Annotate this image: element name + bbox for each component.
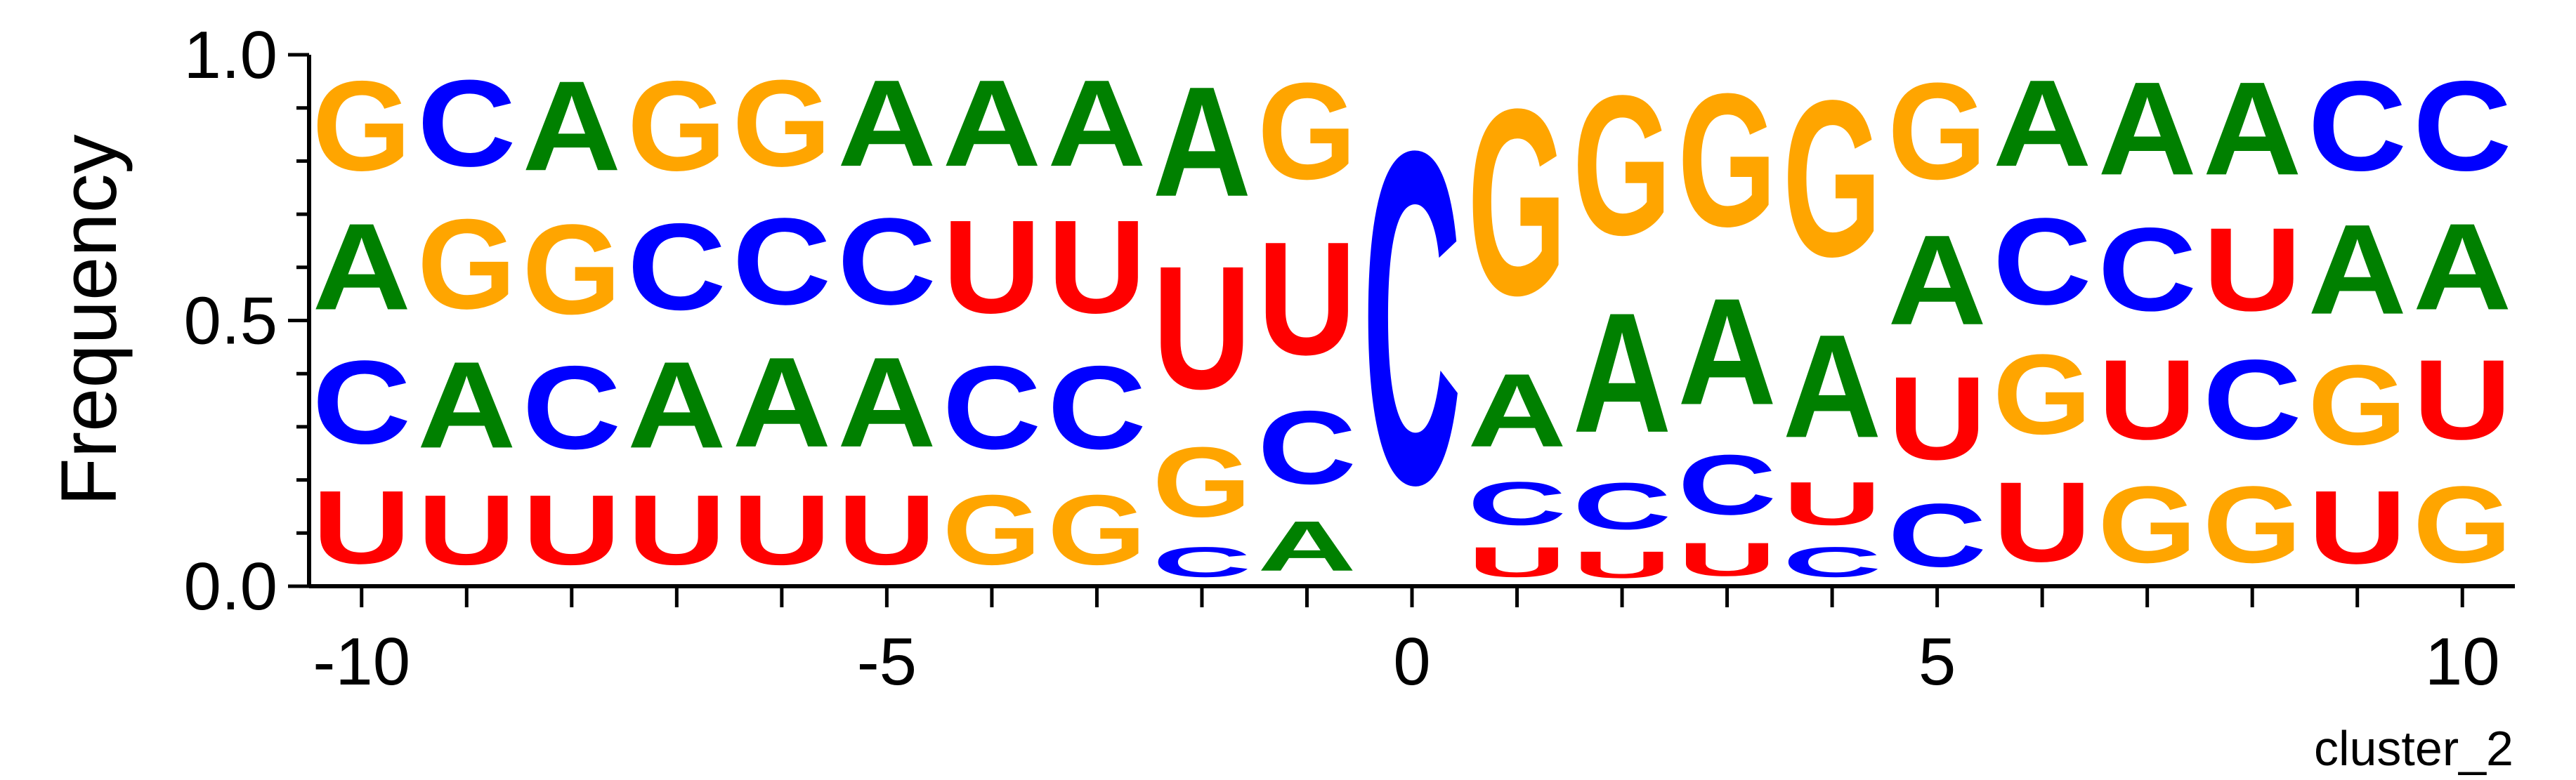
logo-letter: C <box>2308 54 2407 197</box>
logo-letter: G <box>1153 427 1252 538</box>
logo-letter: U <box>2203 203 2302 336</box>
logo-letter: C <box>627 198 726 336</box>
logo-letter: U <box>1467 538 1567 586</box>
chart-caption: cluster_2 <box>2314 721 2513 776</box>
logo-letter: A <box>627 336 726 474</box>
logo-letter: C <box>1678 437 1777 533</box>
x-tick-label: 0 <box>1393 624 1430 699</box>
logo-letter: C <box>2098 203 2197 336</box>
logo-letter: U <box>312 468 411 586</box>
logo-letter: U <box>837 475 936 586</box>
x-tick-label: -10 <box>313 624 410 699</box>
logo-letter: G <box>1783 53 1882 303</box>
logo-letter: C <box>943 341 1042 474</box>
x-tick-label: -5 <box>857 624 917 699</box>
logo-letter: A <box>1993 55 2092 192</box>
logo-letter: A <box>1257 506 1356 586</box>
logo-letter: C <box>312 336 411 468</box>
logo-letter: G <box>627 55 726 197</box>
logo-letter: A <box>1888 208 1987 351</box>
logo-letter: G <box>2098 463 2197 586</box>
logo-letter: U <box>627 475 726 586</box>
logo-letter: G <box>2308 342 2407 468</box>
logo-letter: A <box>943 55 1042 192</box>
logo-letter: G <box>943 475 1042 586</box>
logo-letter: U <box>1678 533 1777 586</box>
logo-letter: A <box>417 336 516 474</box>
logo-letter: C <box>1467 469 1567 538</box>
logo-letter: C <box>733 193 832 331</box>
logo-letter: U <box>1783 469 1882 538</box>
logo-letter: G <box>417 193 516 336</box>
logo-letter: A <box>1678 267 1777 437</box>
logo-letter: C <box>523 341 622 474</box>
logo-letter: A <box>1573 277 1672 468</box>
ticks-layer: 0.0 0.5 1.0 -10 -5 0 5 10 <box>184 18 2500 699</box>
logo-letter: U <box>2413 336 2512 463</box>
logo-letter: G <box>312 55 411 197</box>
logo-letter: A <box>837 330 936 473</box>
logo-letter: A <box>2413 198 2512 336</box>
logo-letter: G <box>733 54 832 192</box>
logo-letter: A <box>523 54 622 197</box>
logo-letter: G <box>1047 475 1146 586</box>
y-tick-label: 1.0 <box>184 18 277 93</box>
logo-letter: C <box>837 193 936 331</box>
logo-letter: G <box>1888 54 1987 208</box>
logo-letter: A <box>1153 55 1252 229</box>
logo-letter: U <box>943 192 1042 341</box>
logo-letter: A <box>312 198 411 336</box>
logo-letter: U <box>1888 352 1987 484</box>
logo-letter: G <box>1993 331 2092 458</box>
logo-letter: U <box>1257 209 1356 389</box>
logo-letter: A <box>1783 304 1882 468</box>
logo-letter: A <box>1467 352 1567 469</box>
logo-letter: C <box>1993 193 2092 331</box>
logo-letter: C <box>1257 389 1356 506</box>
logo-letter: U <box>1047 192 1146 341</box>
logo-letter: G <box>2413 463 2512 586</box>
logo-letter: C <box>1047 341 1146 474</box>
logo-letter: G <box>1678 54 1777 266</box>
y-axis-label: Frequency <box>45 134 133 505</box>
logo-letter: A <box>1047 55 1146 192</box>
logo-letter: A <box>2098 54 2197 203</box>
logo-letter: C <box>1573 469 1672 543</box>
x-tick-label: 5 <box>1918 624 1956 699</box>
logo-letter: C <box>2203 336 2302 463</box>
logo-letter: A <box>733 330 832 473</box>
logo-letter: U <box>2098 336 2197 463</box>
logo-letter: U <box>523 475 622 586</box>
logo-letter: C <box>2413 54 2512 197</box>
logo-letter: G <box>1257 54 1356 208</box>
logo-letter: C <box>1783 538 1882 586</box>
logo-letter: A <box>837 55 936 192</box>
logo-letter: A <box>2308 197 2407 341</box>
logo-letter: U <box>1573 544 1672 586</box>
y-tick-label: 0.5 <box>184 284 277 359</box>
logo-letter: A <box>2203 54 2302 203</box>
logo-letter: U <box>1153 230 1252 425</box>
logo-letter: G <box>1573 55 1672 277</box>
logo-letter: G <box>2203 463 2302 586</box>
y-tick-label: 0.0 <box>184 549 277 624</box>
logo-letter: U <box>1993 458 2092 586</box>
logo-letter: C <box>1363 53 1462 583</box>
logo-letter: C <box>1888 485 1987 586</box>
x-tick-label: 10 <box>2425 624 2500 699</box>
logo-letter: U <box>2308 468 2407 586</box>
logo-letter: U <box>733 475 832 586</box>
logo-letter: C <box>1153 538 1252 586</box>
letters-layer: UCAGUAGCUCGAUACGUACGUACAGCUAGCUACGUAACUG… <box>312 53 2511 586</box>
logo-letter: C <box>417 55 516 192</box>
logo-letter: U <box>417 475 516 586</box>
logo-letter: G <box>1467 54 1567 350</box>
logo-letter: G <box>523 199 622 341</box>
